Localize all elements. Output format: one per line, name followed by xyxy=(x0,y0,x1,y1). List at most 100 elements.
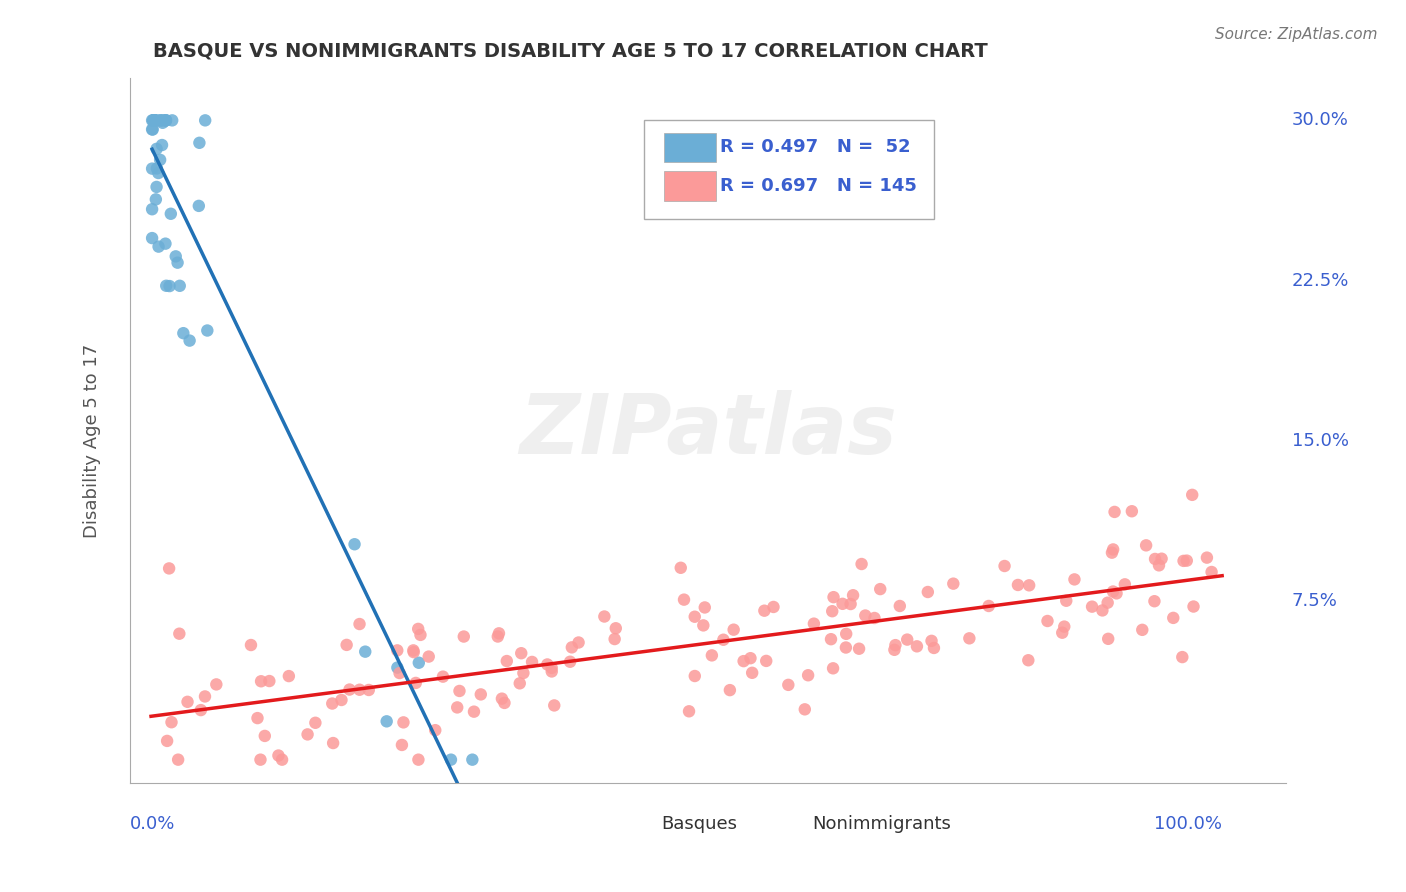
Point xyxy=(896,632,918,647)
Point xyxy=(678,704,700,718)
Point xyxy=(993,559,1015,574)
Point xyxy=(486,630,509,644)
Point xyxy=(375,714,398,729)
Text: 22.5%: 22.5% xyxy=(1292,272,1350,290)
Point xyxy=(957,632,980,646)
Point xyxy=(672,592,695,607)
Point xyxy=(141,122,163,136)
Point xyxy=(835,640,858,655)
Point xyxy=(883,642,905,657)
Point xyxy=(1182,599,1205,614)
Point xyxy=(406,622,429,636)
Point xyxy=(339,682,361,697)
Point xyxy=(942,576,965,591)
Point xyxy=(561,640,583,655)
Point xyxy=(692,618,714,632)
Point xyxy=(277,669,299,683)
Point xyxy=(536,657,558,672)
Text: BASQUE VS NONIMMIGRANTS DISABILITY AGE 5 TO 17 CORRELATION CHART: BASQUE VS NONIMMIGRANTS DISABILITY AGE 5… xyxy=(153,42,987,61)
Point xyxy=(1081,599,1104,614)
Point xyxy=(1121,504,1143,518)
Point xyxy=(425,723,447,738)
Point xyxy=(392,715,415,730)
Point xyxy=(1195,550,1218,565)
Point xyxy=(146,113,169,128)
Point xyxy=(239,638,262,652)
Point xyxy=(145,193,167,207)
Point xyxy=(693,600,716,615)
Point xyxy=(683,609,706,624)
Point xyxy=(330,693,353,707)
Point xyxy=(157,561,180,575)
Point xyxy=(143,113,166,128)
Point xyxy=(446,700,468,714)
Point xyxy=(149,113,172,128)
Point xyxy=(1091,603,1114,617)
Point xyxy=(155,113,177,128)
Point xyxy=(1018,578,1040,592)
Point xyxy=(142,113,165,128)
Point xyxy=(152,113,174,128)
Point xyxy=(1143,594,1166,608)
Point xyxy=(1150,551,1173,566)
Point xyxy=(543,698,565,713)
Point xyxy=(1175,554,1198,568)
Point xyxy=(1063,573,1085,587)
Point xyxy=(1173,554,1195,568)
Point xyxy=(1054,593,1077,607)
Point xyxy=(839,597,862,611)
Point xyxy=(297,727,319,741)
Point xyxy=(593,609,616,624)
Point xyxy=(1181,488,1204,502)
Point xyxy=(179,334,201,348)
Point xyxy=(1171,650,1194,665)
Point xyxy=(160,113,183,128)
Point xyxy=(1102,584,1125,599)
Point xyxy=(848,641,870,656)
Point xyxy=(354,645,377,659)
Point xyxy=(820,632,842,647)
Point xyxy=(165,249,187,263)
Point xyxy=(797,668,820,682)
Point xyxy=(754,604,776,618)
Point xyxy=(387,660,409,674)
Point xyxy=(155,113,177,128)
Point xyxy=(142,113,165,128)
Point xyxy=(146,161,169,176)
Point xyxy=(405,676,427,690)
Point xyxy=(863,611,886,625)
Point xyxy=(509,676,531,690)
Point xyxy=(440,753,463,767)
Point xyxy=(1161,611,1184,625)
Point xyxy=(461,753,484,767)
Point xyxy=(540,661,562,675)
Point xyxy=(917,585,939,599)
Text: Nonimmigrants: Nonimmigrants xyxy=(813,815,950,833)
Point xyxy=(141,113,163,128)
Point xyxy=(778,678,800,692)
Point xyxy=(463,705,485,719)
Point xyxy=(1135,538,1157,552)
Point xyxy=(388,666,411,681)
Point xyxy=(1036,614,1059,628)
Point xyxy=(304,715,326,730)
Point xyxy=(172,326,194,341)
Text: 30.0%: 30.0% xyxy=(1292,112,1348,129)
Point xyxy=(246,711,269,725)
Text: 15.0%: 15.0% xyxy=(1292,432,1348,450)
Point xyxy=(418,649,440,664)
Point xyxy=(733,654,755,668)
Point xyxy=(1104,505,1126,519)
Point xyxy=(187,199,209,213)
Point xyxy=(823,590,845,604)
Point xyxy=(176,695,198,709)
Point xyxy=(169,278,191,293)
Point xyxy=(143,113,166,128)
Point xyxy=(148,239,170,253)
Point xyxy=(169,626,191,640)
Point xyxy=(711,632,734,647)
Text: 7.5%: 7.5% xyxy=(1292,592,1337,610)
Point xyxy=(387,643,409,657)
Point xyxy=(155,278,177,293)
Point xyxy=(831,597,853,611)
